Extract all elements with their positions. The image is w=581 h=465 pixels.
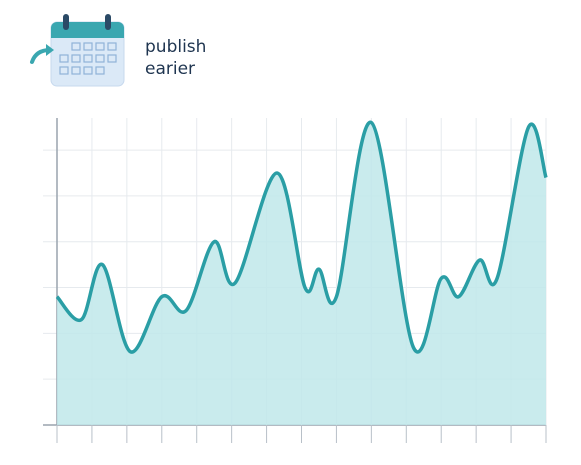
caption-line: publish [145,37,207,57]
calendar-icon [30,14,125,87]
line [55,120,548,354]
caption-line: earier [145,59,196,79]
area-fill [57,122,546,425]
